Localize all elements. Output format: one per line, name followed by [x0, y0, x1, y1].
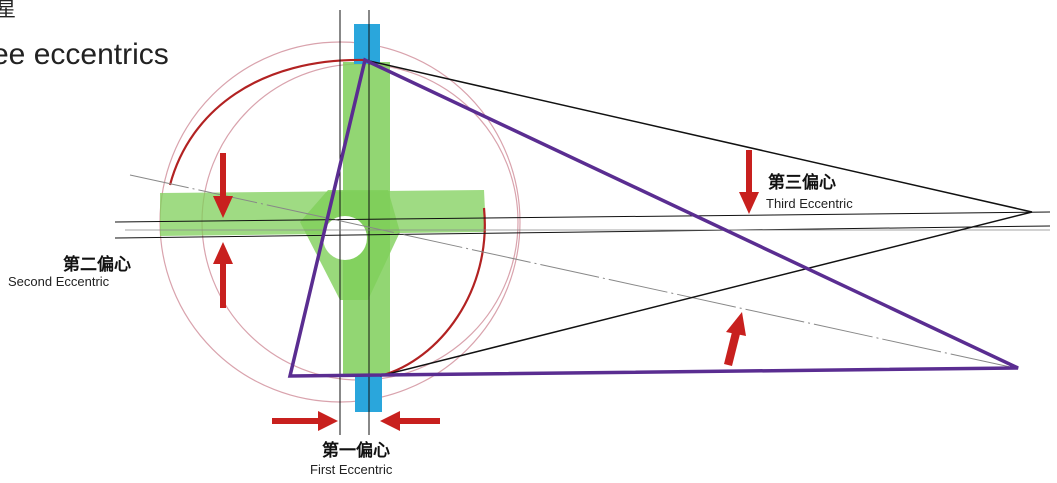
- blue-shaft-top: [354, 24, 380, 64]
- cone-line-top: [364, 59, 1033, 213]
- first-eccentric-label-cn: 第一偏心: [322, 440, 390, 461]
- purple-triangle: [287, 57, 1019, 378]
- cone-line-bottom: [379, 211, 1033, 377]
- title-text: ee eccentrics: [0, 38, 169, 71]
- third-eccentric-label-cn: 第三偏心: [768, 172, 836, 193]
- third-eccentric-label-en: Third Eccentric: [766, 196, 853, 211]
- hub-hole: [323, 216, 367, 260]
- arrow-second-up: [213, 242, 233, 308]
- arrow-third-up: [724, 312, 746, 366]
- arrow-first-left: [380, 411, 440, 431]
- red-arc-right: [379, 207, 486, 378]
- first-eccentric-label-en: First Eccentric: [310, 462, 393, 477]
- second-eccentric-label-en: Second Eccentric: [8, 274, 110, 289]
- arrow-first-right: [272, 411, 338, 431]
- arrow-second-down: [213, 153, 233, 218]
- title-top-glyph: 星: [0, 0, 16, 21]
- diagonal-axis-line: [129, 174, 1016, 369]
- second-eccentric-label-cn: 第二偏心: [63, 254, 131, 275]
- arrow-third-down: [739, 150, 759, 214]
- horizontal-line-bottom: [114, 225, 1051, 239]
- red-arc-left: [168, 58, 366, 186]
- horizontal-line-top: [114, 211, 1051, 223]
